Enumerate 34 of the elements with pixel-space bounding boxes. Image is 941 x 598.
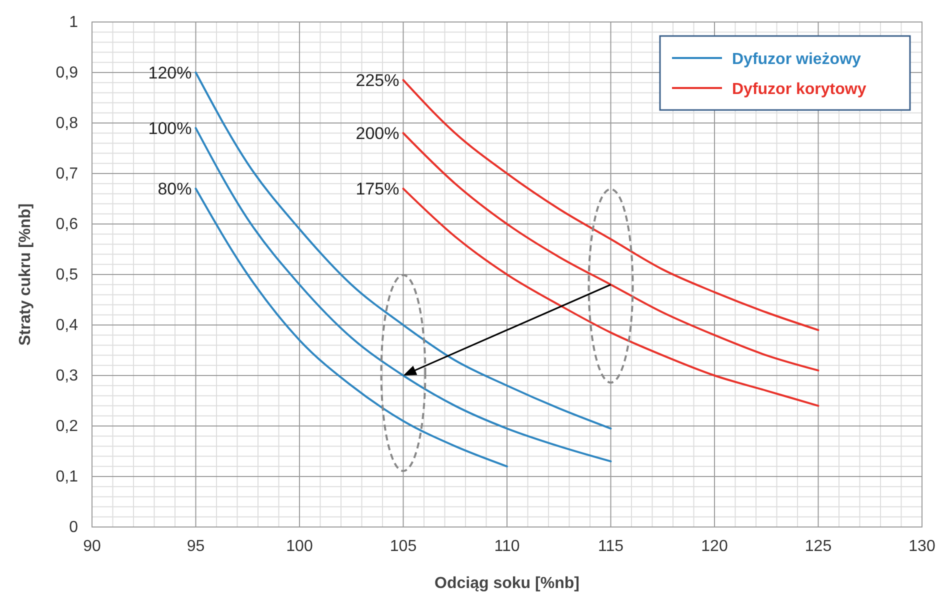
annotation: 175% [356,180,400,199]
annotation: 225% [356,71,400,90]
line-series [194,127,612,462]
x-axis-title: Odciąg soku [%nb] [434,575,580,592]
annotation: 80% [158,180,192,199]
annotation: 120% [148,64,192,82]
y-tick-label: 0,1 [56,468,78,486]
x-tick-label: 95 [186,538,205,555]
x-tick-label: 120 [701,538,728,555]
annotation: 100% [148,119,192,138]
y-tick-label: 0,4 [56,317,78,334]
x-tick-label: 110 [494,538,520,555]
line-series [194,72,612,430]
y-tick-label: 0,2 [56,418,78,435]
y-tick-label: 0,7 [56,166,78,182]
y-tick-label: 0,5 [56,266,78,284]
annotation: 200% [356,124,400,144]
y-tick-label: 1 [69,14,78,31]
y-tick-label: 0,3 [56,368,78,384]
legend-label: Dyfuzor korytowy [732,81,866,98]
x-tick-label: 105 [390,538,417,555]
x-tick-label: 100 [286,538,313,555]
y-axis-title: Straty cukru [%nb] [17,203,34,346]
x-tick-label: 90 [83,538,101,555]
line-series [402,132,820,372]
x-tick-label: 130 [908,538,936,555]
y-tick-label: 0 [69,519,78,536]
y-tick-label: 0,6 [56,216,78,233]
y-tick-label: 0,8 [56,115,78,132]
x-tick-label: 125 [804,538,832,555]
line-series [402,188,820,407]
legend-label: Dyfuzor wieżowy [732,51,862,68]
y-tick-label: 0,9 [56,64,78,82]
x-tick-label: 115 [598,538,624,555]
